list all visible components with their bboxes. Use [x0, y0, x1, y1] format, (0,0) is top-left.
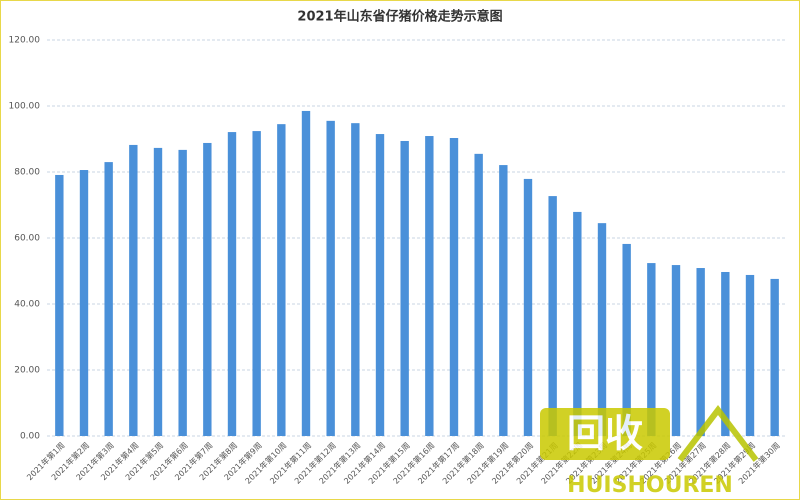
y-tick-label: 60.00 — [14, 234, 40, 244]
bar — [745, 274, 755, 436]
bar — [227, 132, 237, 436]
bar — [523, 178, 533, 436]
bar — [203, 142, 212, 436]
bar — [129, 144, 138, 436]
y-tick-label: 0.00 — [20, 432, 40, 442]
bar — [351, 123, 360, 436]
bar — [573, 211, 582, 436]
y-tick-label: 120.00 — [9, 36, 41, 46]
bar — [449, 138, 459, 436]
bar — [597, 223, 607, 436]
bar — [696, 268, 705, 436]
watermark-icon — [677, 405, 759, 462]
chart-title: 2021年山东省仔猪价格走势示意图 — [297, 9, 502, 25]
y-tick-label: 100.00 — [9, 102, 41, 112]
bar — [548, 196, 557, 436]
watermark: 回收 HUISHOUREN — [540, 405, 759, 498]
y-tick-label: 40.00 — [14, 300, 40, 310]
bar — [277, 124, 286, 437]
bar — [671, 265, 681, 436]
bar — [252, 131, 261, 436]
bar — [622, 243, 631, 436]
bar — [178, 149, 187, 436]
bar — [425, 136, 434, 436]
y-tick-label: 20.00 — [14, 366, 40, 376]
bar — [79, 170, 89, 436]
bar — [770, 278, 779, 436]
bar — [104, 162, 113, 436]
watermark-logo: 回收 — [567, 412, 643, 456]
bar — [375, 134, 385, 437]
watermark-box — [540, 408, 670, 460]
bar — [55, 174, 64, 436]
bar — [499, 165, 508, 436]
y-tick-label: 80.00 — [14, 168, 40, 178]
bar — [400, 140, 409, 437]
bar — [153, 147, 163, 436]
bar — [474, 153, 483, 436]
bar — [301, 110, 311, 436]
bar — [326, 120, 335, 436]
bar — [647, 263, 656, 436]
bar — [721, 271, 730, 436]
watermark-text: HUISHOUREN — [567, 473, 733, 498]
